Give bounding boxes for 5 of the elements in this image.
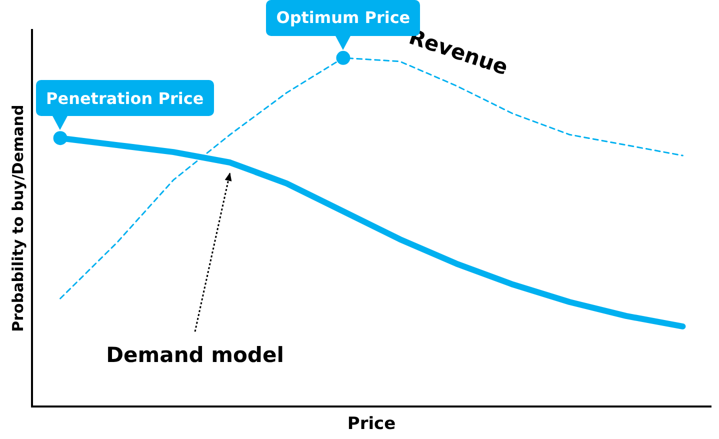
x-axis-title: Price: [347, 414, 396, 434]
y-axis-title: Probability to buy/Demand: [8, 104, 27, 332]
annotation: Penetration Price: [36, 80, 214, 116]
callout: Penetration Price: [36, 80, 214, 130]
text: Demand model: [106, 343, 284, 368]
